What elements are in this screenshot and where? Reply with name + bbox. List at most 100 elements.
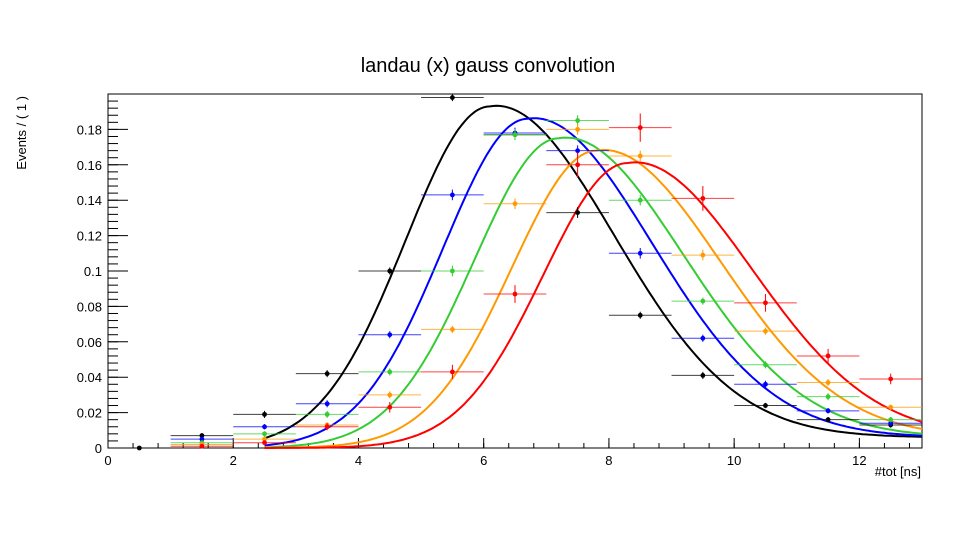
y-tick-label: 0.04: [77, 370, 102, 385]
marker: [387, 392, 393, 398]
x-tick-label: 6: [480, 453, 487, 468]
data-point: [671, 334, 735, 342]
marker: [449, 327, 455, 332]
data-point: [796, 393, 860, 401]
marker: [825, 380, 831, 385]
plot-frame: [107, 93, 923, 449]
marker: [575, 126, 581, 132]
data-point: [859, 404, 922, 410]
data-point: [546, 152, 609, 178]
marker: [575, 148, 581, 154]
data-point: [233, 424, 296, 430]
marker: [262, 411, 267, 417]
data-point: [483, 129, 547, 141]
marker: [888, 420, 894, 426]
x-tick-label: 4: [355, 453, 362, 468]
data-point: [859, 373, 922, 385]
data-point: [170, 443, 234, 449]
data-point: [859, 417, 922, 423]
y-tick-label: 0.18: [77, 122, 102, 137]
marker: [763, 328, 768, 334]
x-tick-label: 10: [727, 453, 741, 468]
x-axis-label: #tot [ns]: [875, 464, 921, 479]
data-point: [421, 94, 484, 102]
data-point: [796, 378, 860, 387]
data-point: [295, 423, 359, 431]
marker: [825, 353, 831, 359]
data-point: [608, 113, 672, 142]
y-tick-label: 0.12: [77, 229, 102, 244]
marker: [449, 95, 455, 100]
marker: [324, 371, 330, 377]
data-point: [421, 325, 484, 333]
marker: [512, 291, 518, 297]
marker: [387, 369, 393, 375]
marker: [700, 373, 706, 378]
data-point: [358, 368, 422, 376]
marker: [449, 268, 455, 274]
data-point: [608, 194, 672, 206]
data-point: [421, 265, 484, 277]
fit-curve-1: [264, 117, 923, 447]
marker: [136, 445, 142, 451]
y-axis-label: Events / ( 1 ): [14, 96, 29, 170]
data-point: [734, 402, 797, 409]
marker: [763, 403, 768, 408]
data-point: [671, 371, 735, 379]
marker: [199, 433, 205, 439]
fit-curve-2: [264, 136, 923, 449]
data-point: [483, 198, 547, 210]
data-point: [358, 391, 422, 399]
data-point: [233, 431, 296, 437]
marker: [324, 411, 330, 417]
marker: [262, 424, 267, 430]
data-point: [734, 294, 797, 312]
data-point: [358, 267, 422, 275]
data-point: [796, 408, 860, 414]
marker: [637, 153, 643, 159]
marker: [763, 300, 768, 306]
marker: [324, 424, 330, 430]
marker: [700, 335, 706, 341]
marker: [199, 436, 205, 442]
marker: [825, 408, 831, 414]
marker: [637, 197, 643, 203]
y-tick-label: 0.14: [77, 193, 102, 208]
data-point: [546, 124, 609, 135]
marker: [512, 132, 518, 138]
y-tick-label: 0.02: [77, 406, 102, 421]
data-point: [796, 417, 860, 423]
data-point: [734, 361, 797, 369]
data-point: [421, 189, 484, 201]
marker: [575, 210, 581, 215]
data-point: [671, 249, 735, 261]
marker: [637, 312, 643, 318]
data-point: [546, 207, 609, 218]
marker: [637, 125, 643, 131]
data-points: [108, 94, 922, 451]
marker: [262, 431, 267, 437]
marker: [637, 250, 643, 256]
marker: [199, 443, 205, 449]
data-point: [608, 247, 672, 259]
marker: [825, 394, 831, 400]
marker: [449, 192, 455, 198]
marker: [700, 196, 706, 201]
x-tick-label: 12: [852, 453, 866, 468]
y-tick-label: 0.16: [77, 158, 102, 173]
data-point: [233, 410, 296, 418]
marker: [262, 440, 267, 446]
data-point: [608, 311, 672, 319]
data-point: [295, 410, 359, 418]
fit-curve-3: [264, 149, 923, 449]
data-point: [170, 432, 234, 439]
data-point: [734, 380, 797, 388]
axes: 0 2 4 6 8 10 12 0 0.02 0.04 0.06 0.08 0.1 0.12 0.14 0.1…: [77, 100, 910, 468]
marker: [262, 436, 267, 442]
x-tick-label: 2: [230, 453, 237, 468]
data-point: [358, 401, 422, 413]
marker: [324, 401, 330, 407]
data-point: [608, 150, 672, 162]
marker: [888, 376, 894, 382]
